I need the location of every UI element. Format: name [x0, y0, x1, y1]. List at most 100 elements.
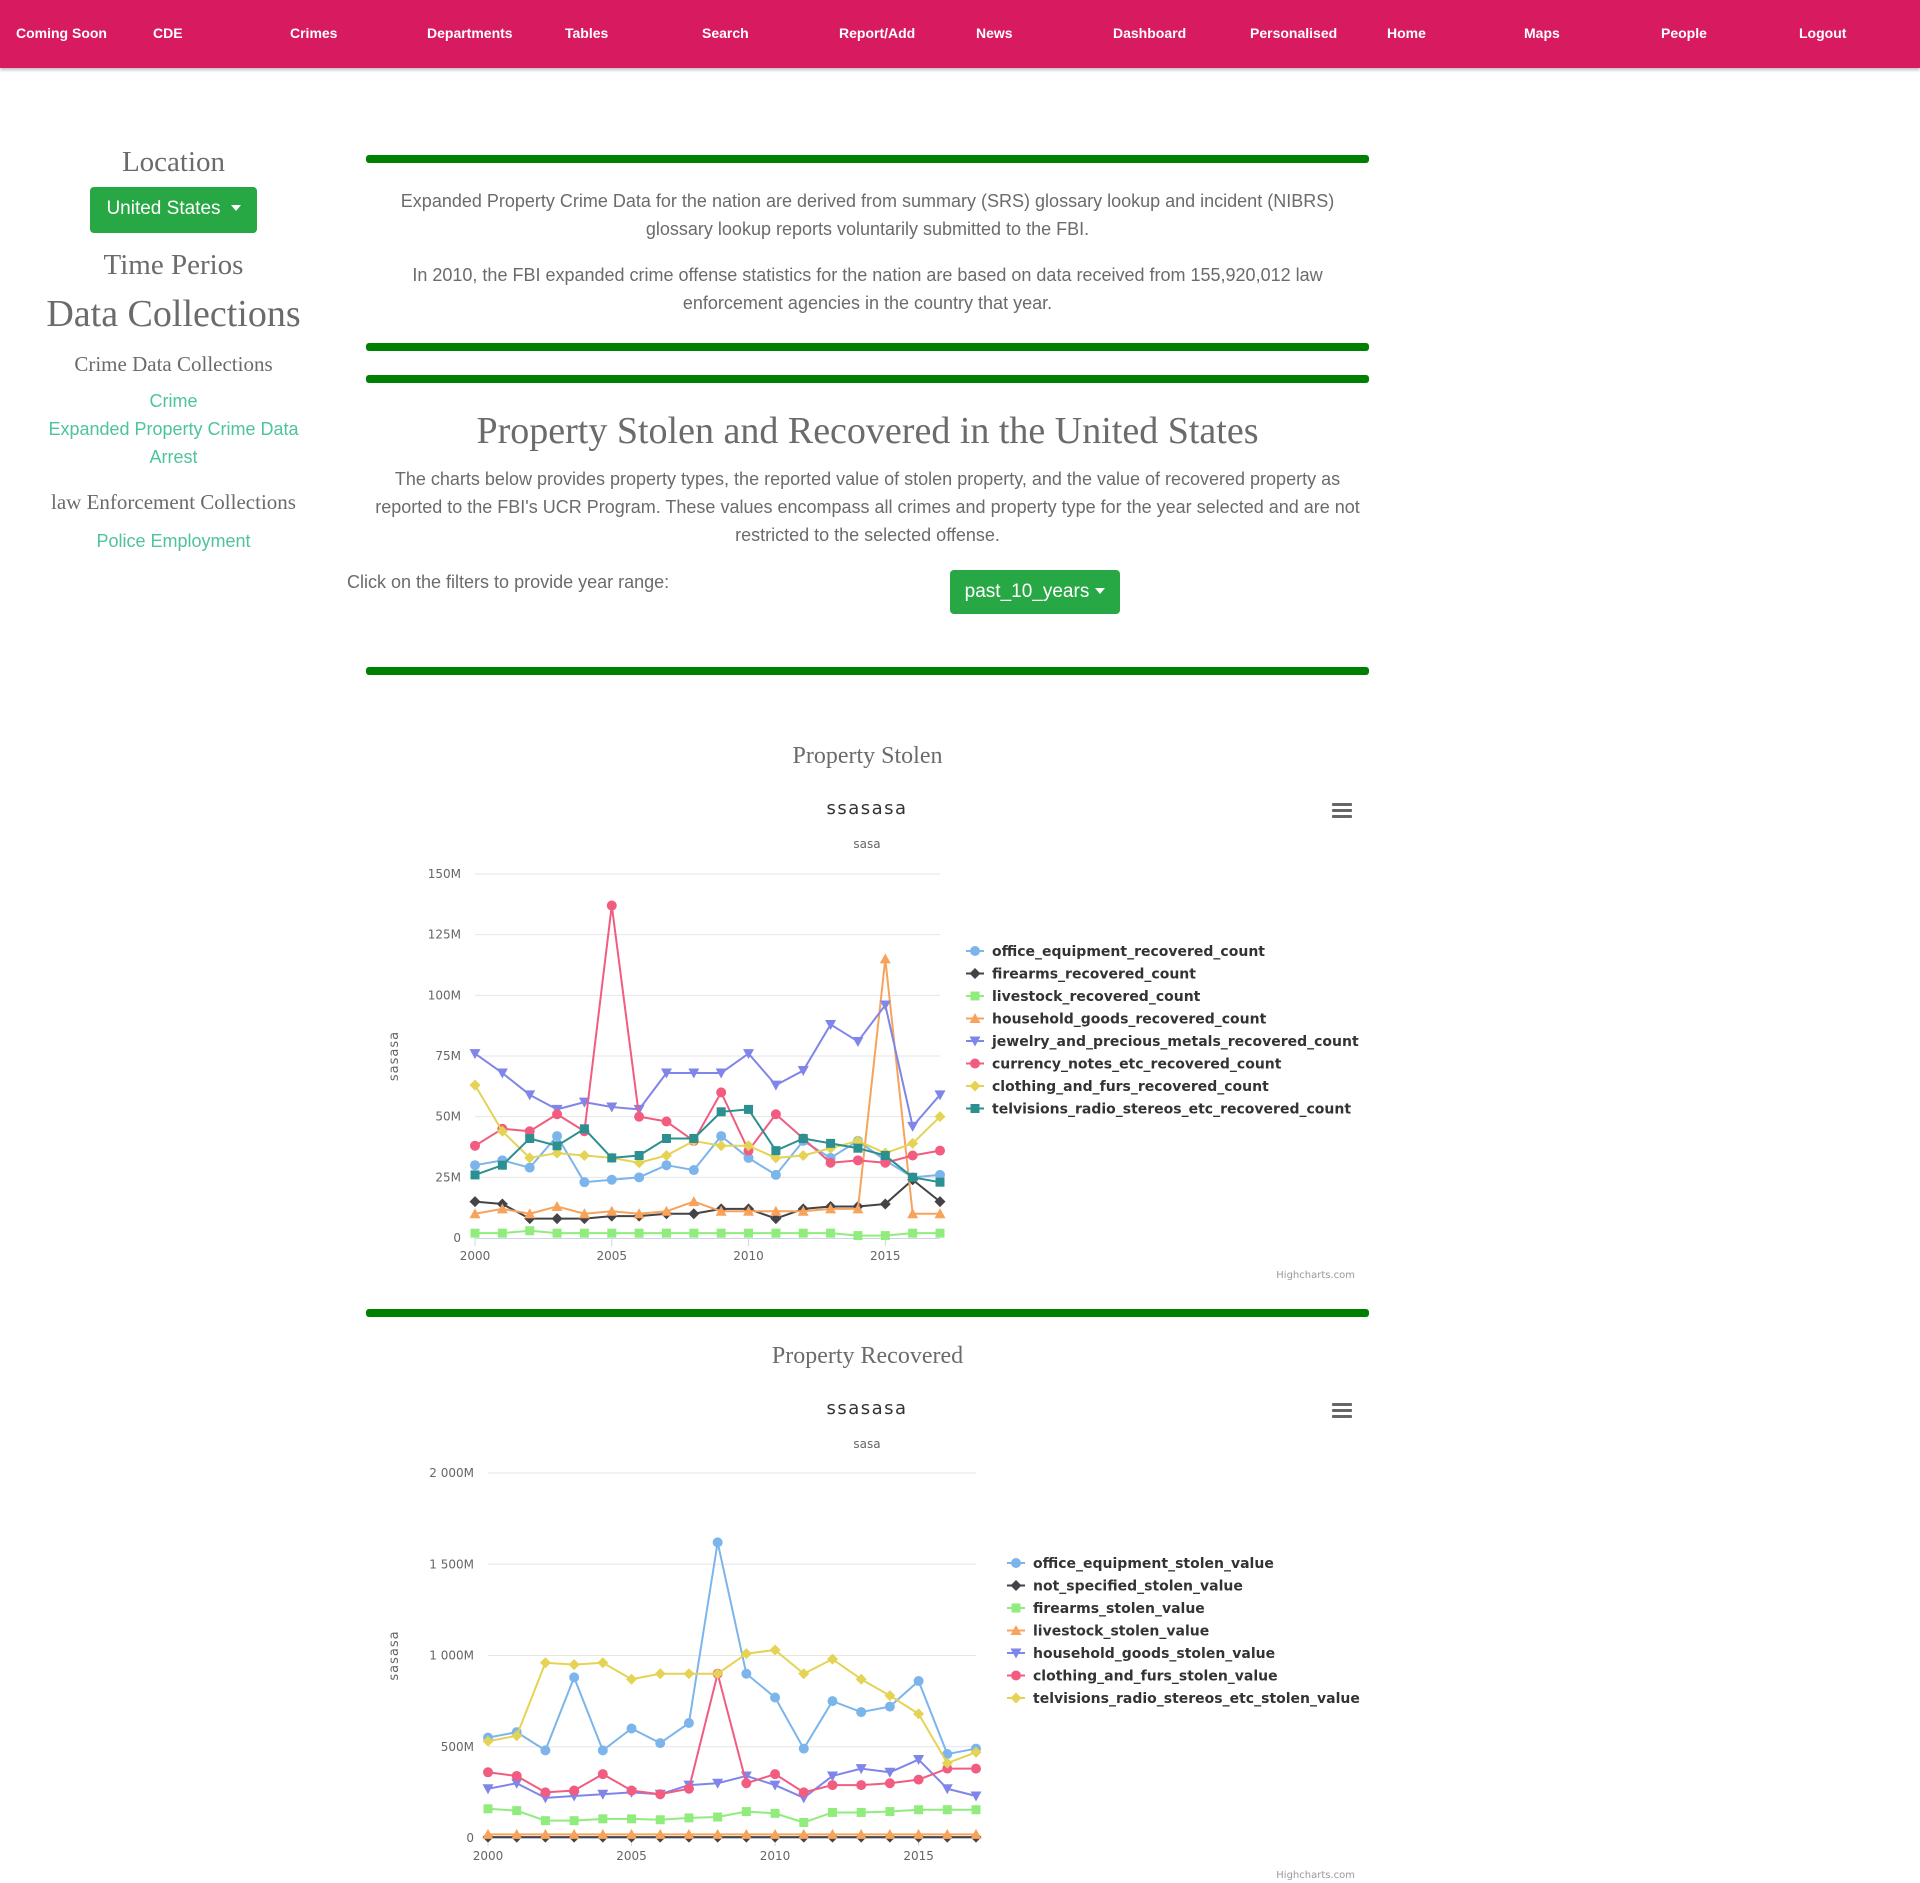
- data-point: [606, 900, 617, 911]
- series-telvisions_radio_stereos_etc_stolen_value: [482, 1644, 982, 1769]
- nav-crimes[interactable]: Crimes: [290, 25, 338, 41]
- link-crime[interactable]: Crime: [149, 391, 198, 411]
- data-point: [913, 1755, 925, 1766]
- menu-line: [1332, 1415, 1352, 1418]
- link-arrest[interactable]: Arrest: [149, 447, 198, 467]
- data-point: [539, 1657, 551, 1669]
- nav-personalised[interactable]: Personalised: [1250, 25, 1338, 41]
- nav-report-add[interactable]: Report/Add: [839, 25, 916, 41]
- legend-symbol: [970, 1104, 980, 1113]
- data-point: [770, 1152, 782, 1164]
- location-dropdown[interactable]: United States: [90, 187, 257, 233]
- data-point: [907, 1150, 918, 1161]
- data-point: [852, 1036, 864, 1047]
- legend-item[interactable]: livestock_recovered_count: [966, 989, 1201, 1005]
- legend-item[interactable]: household_goods_stolen_value: [1007, 1646, 1275, 1662]
- nav-coming-soon[interactable]: Coming Soon: [16, 25, 107, 41]
- nav-search[interactable]: Search: [702, 25, 749, 41]
- data-point: [660, 1149, 672, 1161]
- legend-item[interactable]: currency_notes_etc_recovered_count: [966, 1057, 1282, 1073]
- data-point: [470, 1170, 480, 1180]
- series-office_equipment_recovered_count: [470, 1131, 945, 1188]
- legend-item[interactable]: livestock_stolen_value: [1007, 1624, 1209, 1640]
- legend-item[interactable]: clothing_and_furs_recovered_count: [966, 1079, 1269, 1095]
- series-firearms_recovered_count: [469, 1174, 946, 1225]
- data-point: [655, 1738, 666, 1749]
- intro-paragraph-2: In 2010, the FBI expanded crime offense …: [412, 265, 1323, 313]
- data-point: [716, 1131, 727, 1142]
- y-axis-title: sasasa: [387, 1630, 402, 1680]
- legend-label: currency_notes_etc_recovered_count: [992, 1057, 1282, 1073]
- nav-dashboard[interactable]: Dashboard: [1113, 25, 1187, 41]
- data-point: [569, 1672, 580, 1683]
- legend-symbol: [969, 1013, 981, 1023]
- data-point: [689, 1228, 699, 1238]
- page-title: Property Stolen and Recovered in the Uni…: [476, 410, 1259, 452]
- series-not_specified_stolen_value: [482, 1831, 982, 1843]
- data-point: [660, 1068, 672, 1079]
- chart-credit[interactable]: Highcharts.com: [1276, 1870, 1355, 1881]
- data-point: [713, 1812, 723, 1822]
- nav-news[interactable]: News: [976, 25, 1013, 41]
- data-point: [540, 1816, 550, 1826]
- chart-credit[interactable]: Highcharts.com: [1276, 1270, 1355, 1281]
- data-point: [884, 1701, 895, 1712]
- law-enforcement-collections-heading: law Enforcement Collections: [51, 490, 296, 514]
- legend-item[interactable]: office_equipment_recovered_count: [966, 944, 1265, 960]
- legend-item[interactable]: telvisions_radio_stereos_etc_recovered_c…: [966, 1102, 1351, 1118]
- nav-maps[interactable]: Maps: [1524, 25, 1560, 41]
- legend-item[interactable]: telvisions_radio_stereos_etc_stolen_valu…: [1007, 1691, 1360, 1707]
- link-expanded-property-crime-data[interactable]: Expanded Property Crime Data: [48, 419, 299, 439]
- caret-down-icon: [230, 205, 241, 211]
- data-point: [511, 1770, 522, 1781]
- data-point: [579, 1228, 589, 1238]
- data-point: [578, 1149, 590, 1161]
- data-point: [941, 1784, 953, 1795]
- data-collections-heading: Data Collections: [46, 293, 301, 335]
- chart-menu-icon[interactable]: [1328, 799, 1356, 823]
- legend-label: office_equipment_recovered_count: [992, 944, 1265, 960]
- legend-item[interactable]: firearms_stolen_value: [1007, 1601, 1205, 1617]
- data-point: [798, 1787, 809, 1798]
- legend-item[interactable]: household_goods_recovered_count: [966, 1012, 1267, 1028]
- nav-departments[interactable]: Departments: [427, 25, 513, 41]
- data-point: [661, 1228, 671, 1238]
- data-point: [712, 1537, 723, 1548]
- property-recovered-chart: ssasasa sasa 0 500M 1 000M 1 500M 2 000M 2000 20…: [387, 1398, 1360, 1881]
- legend-item[interactable]: office_equipment_stolen_value: [1007, 1556, 1274, 1572]
- link-police-employment[interactable]: Police Employment: [96, 531, 251, 551]
- legend-item[interactable]: jewelry_and_precious_metals_recovered_co…: [966, 1034, 1359, 1050]
- data-point: [826, 1653, 838, 1665]
- data-point: [511, 1730, 523, 1742]
- data-point: [524, 1152, 536, 1164]
- data-point: [661, 1160, 672, 1171]
- nav-home[interactable]: Home: [1387, 25, 1426, 41]
- data-point: [482, 1828, 494, 1839]
- nav-tables[interactable]: Tables: [565, 25, 609, 41]
- year-range-dropdown[interactable]: past_10_years: [950, 570, 1120, 614]
- data-point: [770, 1169, 781, 1180]
- legend-label: jewelry_and_precious_metals_recovered_co…: [991, 1034, 1359, 1050]
- data-point: [497, 1228, 507, 1238]
- legend-item[interactable]: clothing_and_furs_stolen_value: [1007, 1669, 1278, 1685]
- chart-menu-icon[interactable]: [1328, 1399, 1356, 1423]
- data-point: [539, 1828, 551, 1839]
- legend-item[interactable]: firearms_recovered_count: [966, 967, 1196, 983]
- data-point: [568, 1828, 580, 1839]
- data-point: [797, 1205, 809, 1216]
- data-point: [914, 1805, 924, 1815]
- legend-symbol: [1011, 1603, 1021, 1613]
- legend-label: household_goods_recovered_count: [992, 1012, 1267, 1028]
- nav-logout[interactable]: Logout: [1799, 25, 1847, 41]
- data-point: [470, 1228, 480, 1238]
- nav-people[interactable]: People: [1661, 25, 1707, 41]
- data-point: [716, 1228, 726, 1238]
- data-point: [855, 1764, 867, 1775]
- crime-links: Crime Expanded Property Crime Data Arres…: [0, 387, 347, 471]
- data-point: [597, 1769, 608, 1780]
- data-point: [511, 1828, 523, 1839]
- law-links: Police Employment: [0, 527, 347, 555]
- legend-item[interactable]: not_specified_stolen_value: [1007, 1579, 1243, 1595]
- nav-cde[interactable]: CDE: [153, 25, 183, 41]
- data-point: [683, 1718, 694, 1729]
